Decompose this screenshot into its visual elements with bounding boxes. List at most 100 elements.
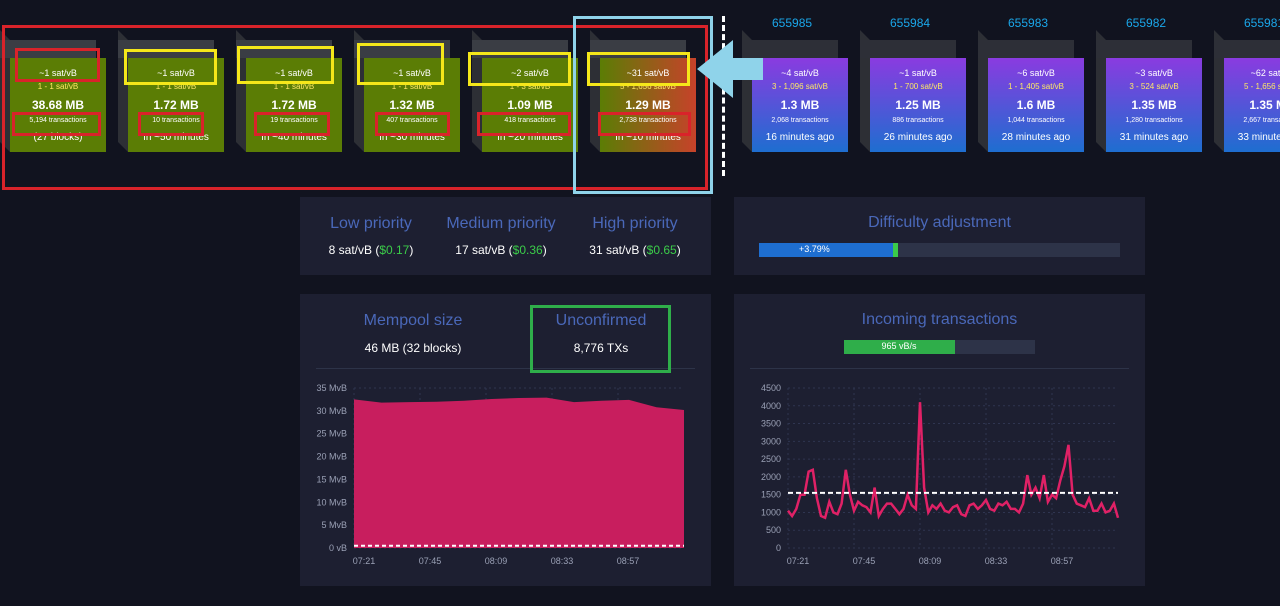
block-fee-range: 3 - 524 sat/vB [1129,82,1179,91]
block-fee-range: 5 - 1,656 sat/vB [619,82,677,91]
mempool-block[interactable]: ~1 sat/vB 1 - 1 sat/vB 1.32 MB 407 transact… [354,30,460,152]
unconfirmed-label: Unconfirmed [555,312,647,329]
mempool-size-value: 46 MB (32 blocks) [364,341,462,355]
annotation-yellow-5 [587,52,690,86]
annotation-yellow-2 [237,46,334,84]
annotation-red-small-2 [12,112,101,136]
confirmed-block[interactable]: ~62 sat/vB 5 - 1,656 sat/vB 1.35 MB 2,667 t… [1214,30,1280,152]
y-tick-label: 3500 [761,419,781,429]
medium-priority-label: Medium priority [446,215,556,232]
difficulty-title: Difficulty adjustment [868,214,1011,231]
y-tick-label: 2000 [761,472,781,482]
incoming-panel: Incoming transactions 965 vB/s 4500 4000 3… [734,294,1145,586]
medium-priority-value: 17 sat/vB ($0.36) [455,243,547,257]
confirmed-block[interactable]: ~6 sat/vB 1 - 1,405 sat/vB 1.6 MB 1,044 tra… [978,30,1084,152]
block-eta: In ~30 minutes [379,132,445,143]
annotation-red-small-4 [254,112,330,136]
block-top [742,40,838,58]
annotation-red-box [2,25,708,190]
x-tick-label: 07:21 [787,556,810,566]
unconfirmed-value: 8,776 TXs [573,341,629,355]
blocks-divider [722,16,725,176]
block-tx-count: 2,738 transactions [619,117,677,124]
mempool-block[interactable]: ~1 sat/vB 1 - 1 sat/vB 1.72 MB 10 transacti… [118,30,224,152]
confirmed-block[interactable]: ~3 sat/vB 3 - 524 sat/vB 1.35 MB 1,280 tran… [1096,30,1202,152]
block-fee-range: 1 - 1 sat/vB [37,82,79,91]
fees-panel: Low priority 8 sat/vB ($0.17) Medium pri… [300,197,711,275]
y-tick-label: 30 MvB [316,406,347,416]
block-tx-count: 19 transactions [270,117,318,124]
confirmed-block[interactable]: ~4 sat/vB 3 - 1,096 sat/vB 1.3 MB 2,068 tra… [742,30,848,152]
block-height-link[interactable]: 655985 [772,16,813,30]
low-priority-value: 8 sat/vB ($0.17) [328,243,414,257]
block-fee-median: ~1 sat/vB [275,68,313,78]
block-size: 1.72 MB [153,98,199,112]
mempool-block[interactable]: ~1 sat/vB 1 - 1 sat/vB 38.68 MB 5,194 trans… [0,30,106,152]
block-height-link[interactable]: 655984 [890,16,931,30]
mempool-panel: Mempool size 46 MB (32 blocks) Unconfirm… [300,294,711,586]
block-fee-median: ~62 sat/vB [1250,68,1280,78]
mempool-block[interactable]: ~1 sat/vB 1 - 1 sat/vB 1.72 MB 19 transacti… [236,30,342,152]
block-size: 1.32 MB [389,98,435,112]
block-size: 1.29 MB [625,98,671,112]
difficulty-change-text: +3.79% [799,244,830,254]
y-tick-label: 10 MvB [316,497,347,507]
x-tick-label: 08:33 [551,556,574,566]
block-height-link[interactable]: 655982 [1126,16,1167,30]
y-tick-label: 1000 [761,507,781,517]
block-face: ~2 sat/vB 1 - 3 sat/vB 1.09 MB 418 transact… [482,58,578,152]
annotation-red-small-7 [598,112,691,136]
incoming-transactions-chart: 4500 4000 3500 3000 2500 2000 1500 1000 500 0 07:2… [761,383,1120,566]
high-priority-label: High priority [592,215,678,232]
block-eta: (27 blocks) [33,132,83,143]
block-face: ~1 sat/vB 1 - 700 sat/vB 1.25 MB 886 transa… [870,58,966,152]
annotation-red-small-6 [477,112,571,136]
block-face: ~1 sat/vB 1 - 1 sat/vB 1.72 MB 10 transacti… [128,58,224,152]
y-tick-label: 0 [776,543,781,553]
block-top [1214,40,1280,58]
block-fee-median: ~1 sat/vB [899,68,937,78]
block-tx-count: 1,044 transactions [1007,117,1065,124]
y-tick-label: 15 MvB [316,474,347,484]
block-face: ~62 sat/vB 5 - 1,656 sat/vB 1.35 MB 2,667 t… [1224,58,1280,152]
block-size: 1.35 MB [1131,98,1177,112]
block-fee-median: ~4 sat/vB [781,68,819,78]
block-eta: In ~40 minutes [261,132,327,143]
block-fee-range: 1 - 1 sat/vB [155,82,197,91]
block-tx-count: 10 transactions [152,117,200,124]
block-fee-range: 1 - 1 sat/vB [273,82,315,91]
block-size: 1.3 MB [780,98,820,112]
block-size: 1.35 MB [1249,98,1280,112]
block-tx-count: 886 transactions [892,117,944,124]
annotation-red-small-5 [375,112,450,136]
block-face: ~1 sat/vB 1 - 1 sat/vB 1.32 MB 407 transact… [364,58,460,152]
block-size: 1.09 MB [507,98,553,112]
block-size: 38.68 MB [31,98,85,112]
block-face: ~1 sat/vB 1 - 1 sat/vB 38.68 MB 5,194 trans… [10,58,106,152]
block-age: 33 minutes ago [1237,132,1280,143]
incoming-title: Incoming transactions [861,311,1018,328]
incoming-panel-divider [750,368,1129,369]
block-size: 1.25 MB [895,98,941,112]
y-tick-label: 0 vB [329,543,347,553]
block-height-link[interactable]: 655983 [1008,16,1049,30]
block-fee-median: ~3 sat/vB [1135,68,1173,78]
block-age: 28 minutes ago [1001,132,1071,143]
mempool-panel-divider [316,368,695,369]
x-tick-label: 07:45 [419,556,442,566]
mempool-block[interactable]: ~31 sat/vB 5 - 1,656 sat/vB 1.29 MB 2,738 t… [590,30,696,152]
block-top [860,40,956,58]
x-tick-label: 07:21 [353,556,376,566]
difficulty-progress-bar: +3.79% [759,243,1120,257]
block-age: 31 minutes ago [1119,132,1189,143]
block-height-link[interactable]: 655981 [1244,16,1280,30]
block-fee-range: 1 - 700 sat/vB [893,82,943,91]
block-age: 26 minutes ago [883,132,953,143]
y-tick-label: 2500 [761,454,781,464]
y-tick-label: 5 MvB [321,520,347,530]
y-tick-label: 1500 [761,490,781,500]
confirmed-block[interactable]: ~1 sat/vB 1 - 700 sat/vB 1.25 MB 886 transa… [860,30,966,152]
y-tick-label: 3000 [761,436,781,446]
block-size: 1.72 MB [271,98,317,112]
x-tick-label: 08:09 [919,556,942,566]
